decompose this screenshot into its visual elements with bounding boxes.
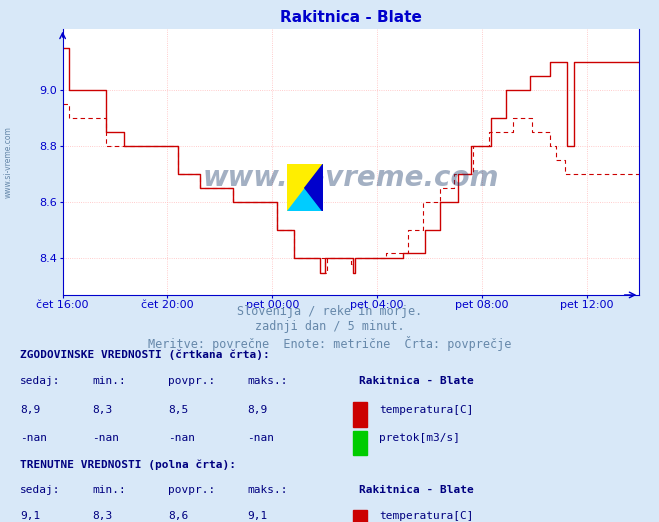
Text: 8,3: 8,3 — [92, 405, 113, 415]
Text: Meritve: povrečne  Enote: metrične  Črta: povprečje: Meritve: povrečne Enote: metrične Črta: … — [148, 336, 511, 351]
Text: maks.:: maks.: — [247, 485, 287, 495]
Text: povpr.:: povpr.: — [168, 485, 215, 495]
Bar — [353, 402, 367, 427]
Text: temperatura[C]: temperatura[C] — [379, 405, 473, 415]
Text: 8,3: 8,3 — [92, 512, 113, 521]
Text: sedaj:: sedaj: — [20, 485, 60, 495]
Polygon shape — [304, 164, 323, 211]
Text: -nan: -nan — [92, 433, 119, 443]
Text: Slovenija / reke in morje.: Slovenija / reke in morje. — [237, 305, 422, 317]
Text: -nan: -nan — [20, 433, 47, 443]
Text: Rakitnica - Blate: Rakitnica - Blate — [359, 376, 474, 386]
Title: Rakitnica - Blate: Rakitnica - Blate — [280, 10, 422, 25]
Text: 8,6: 8,6 — [168, 512, 188, 521]
Text: 9,1: 9,1 — [247, 512, 268, 521]
Text: TRENUTNE VREDNOSTI (polna črta):: TRENUTNE VREDNOSTI (polna črta): — [20, 460, 236, 470]
Bar — [353, 509, 367, 522]
Text: min.:: min.: — [92, 376, 126, 386]
Text: pretok[m3/s]: pretok[m3/s] — [379, 433, 460, 443]
Text: Rakitnica - Blate: Rakitnica - Blate — [359, 485, 474, 495]
Text: 8,5: 8,5 — [168, 405, 188, 415]
Text: www.si-vreme.com: www.si-vreme.com — [3, 126, 13, 198]
Text: -nan: -nan — [247, 433, 274, 443]
Text: temperatura[C]: temperatura[C] — [379, 512, 473, 521]
Text: www.si-vreme.com: www.si-vreme.com — [203, 164, 499, 192]
Text: 8,9: 8,9 — [20, 405, 40, 415]
Text: -nan: -nan — [168, 433, 195, 443]
Text: zadnji dan / 5 minut.: zadnji dan / 5 minut. — [254, 320, 405, 333]
Text: sedaj:: sedaj: — [20, 376, 60, 386]
Text: 9,1: 9,1 — [20, 512, 40, 521]
Bar — [353, 431, 367, 455]
Polygon shape — [287, 164, 323, 211]
Text: ZGODOVINSKE VREDNOSTI (črtkana črta):: ZGODOVINSKE VREDNOSTI (črtkana črta): — [20, 350, 270, 360]
Text: 8,9: 8,9 — [247, 405, 268, 415]
Text: min.:: min.: — [92, 485, 126, 495]
Text: povpr.:: povpr.: — [168, 376, 215, 386]
Text: maks.:: maks.: — [247, 376, 287, 386]
Polygon shape — [287, 164, 323, 211]
